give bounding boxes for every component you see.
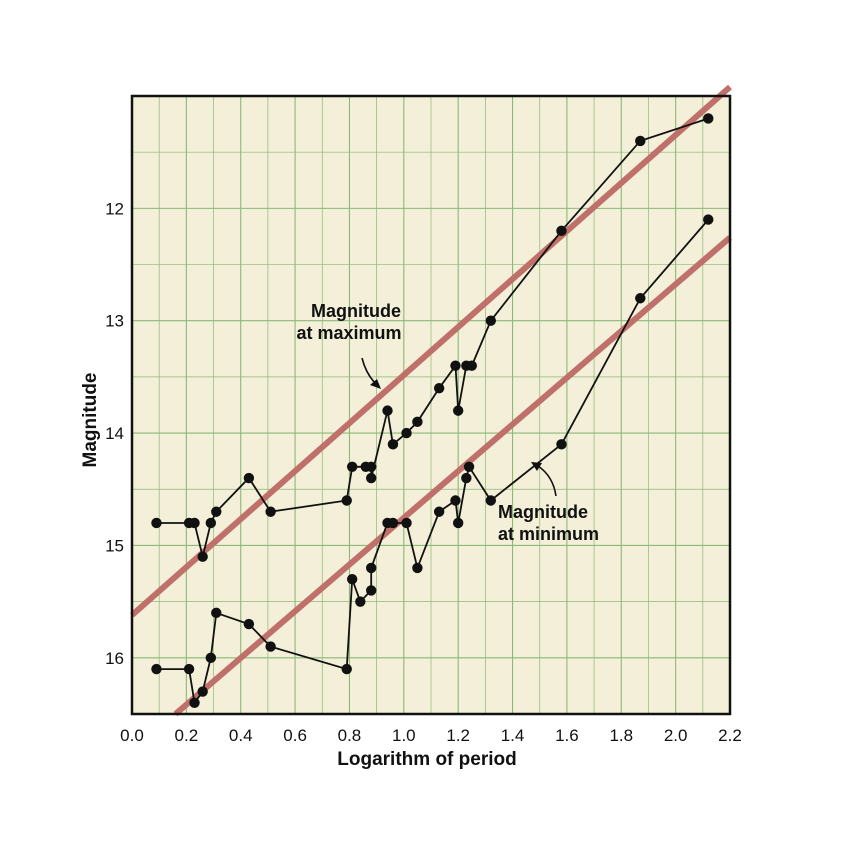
- series-2-point: [346, 573, 358, 585]
- x-tick-label: 0.8: [338, 726, 362, 745]
- series-2-point: [461, 472, 472, 484]
- series-1-point: [243, 472, 255, 484]
- series-1-point: [387, 439, 399, 450]
- plot-frame: [130, 94, 732, 716]
- annotation-minimum-arrowhead: [531, 462, 542, 471]
- series-2-point: [211, 607, 222, 619]
- series-1-point: [151, 517, 162, 529]
- series-2-point: [205, 652, 217, 664]
- annotation-minimum-line1: Magnitude: [498, 502, 588, 522]
- y-tick-label: 16: [105, 649, 124, 668]
- series-1-point: [452, 405, 464, 416]
- x-tick-label: 1.8: [609, 726, 633, 745]
- series-2-point: [703, 214, 714, 225]
- series-1-point: [450, 360, 461, 371]
- series-2-point: [401, 517, 412, 529]
- annotation-maximum-line2: at maximum: [296, 323, 401, 343]
- y-tick-label: 13: [105, 312, 124, 331]
- x-tick-label: 2.2: [718, 726, 742, 745]
- annotation-maximum-line1: Magnitude: [311, 301, 401, 321]
- series-1-point: [189, 517, 200, 529]
- y-tick-label: 12: [105, 199, 124, 218]
- series-2-point: [265, 641, 276, 652]
- series-1-point: [412, 416, 423, 428]
- series-1-point: [703, 113, 714, 124]
- series-1-point: [556, 225, 567, 237]
- annotation-maximum: Magnitude at maximum: [296, 301, 402, 389]
- series-2-point: [341, 663, 352, 675]
- x-tick-label: 0.4: [229, 726, 253, 745]
- x-tick-label: 1.4: [501, 726, 525, 745]
- series-2-point: [183, 663, 195, 675]
- y-tick-labels: 12 13 14 15 16: [105, 199, 124, 667]
- y-tick-label: 15: [105, 536, 124, 555]
- x-tick-label: 2.0: [664, 726, 688, 745]
- annotation-minimum-arrow: [537, 465, 557, 497]
- series-2-point: [366, 562, 377, 574]
- annotation-minimum: Magnitude at minimum: [498, 462, 599, 544]
- series-2-point: [450, 495, 461, 506]
- series-2-point: [452, 517, 464, 529]
- x-tick-label: 1.0: [392, 726, 416, 745]
- data-series: [151, 113, 714, 708]
- series-2-point: [243, 618, 255, 630]
- series-1-point: [382, 405, 393, 416]
- x-tick-label: 1.2: [446, 726, 470, 745]
- x-tick-label: 0.2: [175, 726, 199, 745]
- series-1-point: [205, 517, 217, 529]
- series-2-point: [635, 293, 646, 304]
- series-2-point: [189, 697, 200, 708]
- series-1-point: [466, 360, 477, 371]
- series-1-point: [211, 506, 222, 517]
- series-1-point: [401, 427, 412, 439]
- series-1-point: [635, 135, 646, 147]
- series-1-point: [265, 506, 276, 517]
- series-1-point: [341, 495, 352, 506]
- series-2-point: [556, 439, 567, 450]
- series-2-point: [151, 663, 162, 675]
- series-2-point: [366, 585, 377, 596]
- series-2-point: [463, 461, 475, 472]
- series-1-point: [197, 551, 208, 562]
- fit-line-1: [130, 84, 732, 618]
- series-2-point: [197, 686, 208, 697]
- series-2-point: [355, 596, 366, 607]
- series-1-point: [346, 461, 358, 472]
- x-axis-label: Logarithm of period: [337, 749, 516, 770]
- series-1-point: [366, 461, 377, 472]
- fit-lines: [130, 84, 732, 717]
- series-1-point: [366, 472, 377, 484]
- annotation-minimum-line2: at minimum: [498, 524, 599, 544]
- series-2-point: [485, 495, 496, 506]
- fit-line-2: [173, 235, 732, 717]
- y-axis-label: Magnitude: [80, 373, 101, 468]
- y-tick-label: 14: [105, 424, 124, 443]
- x-tick-label: 0.6: [283, 726, 307, 745]
- series-2-point: [412, 562, 423, 574]
- annotation-maximum-arrowhead: [370, 379, 381, 389]
- x-tick-label: 0.0: [120, 726, 144, 745]
- series-1-point: [485, 315, 496, 326]
- series-1-point: [433, 382, 445, 394]
- x-tick-label: 1.6: [555, 726, 579, 745]
- series-2-point: [387, 517, 399, 529]
- x-tick-labels: 0.0 0.2 0.4 0.6 0.8 1.0 1.2 1.4 1.6 1.8 2.0 2.2: [120, 726, 742, 745]
- series-2-point: [433, 506, 445, 517]
